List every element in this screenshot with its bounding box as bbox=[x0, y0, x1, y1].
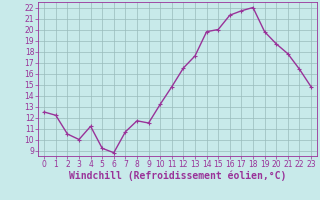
X-axis label: Windchill (Refroidissement éolien,°C): Windchill (Refroidissement éolien,°C) bbox=[69, 171, 286, 181]
